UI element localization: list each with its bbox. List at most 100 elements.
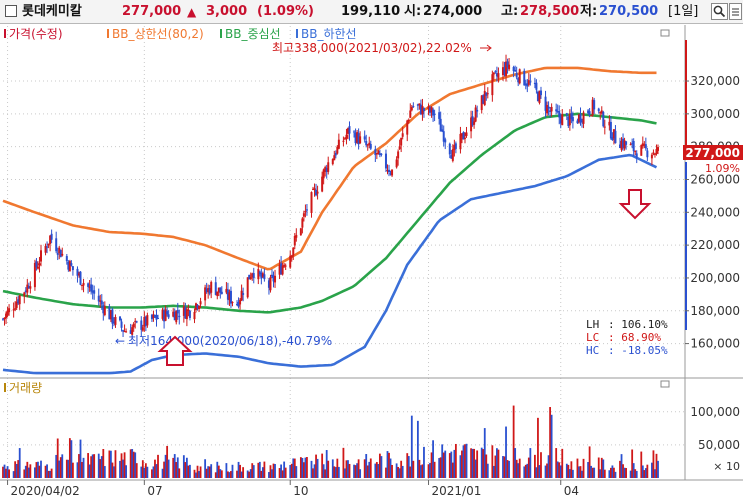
volume-bar: [295, 466, 298, 478]
volume-bar: [292, 458, 295, 478]
candle-body: [587, 110, 590, 113]
volume-bar: [321, 453, 324, 478]
lower-band-line: [2, 153, 658, 375]
candle-body: [59, 249, 62, 258]
volume-bar: [401, 465, 404, 478]
volume-bar: [480, 447, 483, 478]
candle-body: [88, 286, 91, 288]
candle-body: [274, 275, 277, 283]
candle-body: [433, 113, 436, 115]
candle-body: [119, 316, 122, 321]
candle-body: [249, 277, 252, 280]
volume-bar: [620, 454, 623, 478]
volume-bar: [497, 449, 500, 478]
candle-body: [514, 70, 517, 72]
price-pane-button[interactable]: [660, 29, 670, 37]
candle-body: [619, 144, 622, 149]
candle-body: [251, 273, 254, 278]
candle-body: [377, 150, 380, 155]
volume-bar: [603, 469, 606, 478]
candle-body: [365, 141, 368, 146]
select-checkbox[interactable]: [5, 5, 17, 17]
candle-body: [141, 327, 144, 331]
volume-bar: [357, 459, 360, 478]
volume-bar: [570, 461, 573, 478]
candle-body: [591, 99, 594, 116]
volume-bar: [195, 472, 197, 478]
volume-bar: [24, 465, 27, 478]
volume-bar: [427, 464, 430, 478]
period-selector[interactable]: [1일]: [668, 4, 699, 19]
candle-body: [368, 142, 371, 146]
volume-bar: [502, 456, 504, 478]
candle-body: [90, 284, 93, 292]
candle-body: [61, 253, 64, 256]
volume-bar: [268, 472, 270, 478]
candle-body: [501, 67, 504, 76]
high-annotation-arrow-icon: [486, 44, 492, 52]
volume-bar: [622, 464, 624, 478]
candle-body: [482, 95, 485, 104]
candle-body: [582, 112, 585, 124]
volume-bar: [474, 459, 477, 478]
candle-body: [570, 113, 573, 120]
volume-bar: [214, 472, 217, 478]
volume-bar: [230, 471, 232, 478]
volume-bar: [366, 465, 369, 478]
volume-bar: [132, 451, 135, 478]
volume-bar: [166, 445, 169, 478]
x-tick-label: 10: [293, 484, 308, 498]
volume-bar: [579, 466, 582, 478]
volume-bar: [163, 461, 165, 478]
candle-body: [313, 188, 316, 190]
candle-body: [267, 280, 270, 288]
volume-bar: [199, 466, 202, 478]
candle-body: [640, 145, 643, 156]
candle-body: [406, 120, 409, 135]
volume-bar: [600, 457, 603, 478]
candle-body: [216, 291, 219, 296]
candle-body: [625, 141, 628, 145]
candle-body: [82, 282, 85, 286]
search-icon[interactable]: [711, 3, 728, 20]
volume-bar: [347, 460, 349, 478]
volume-bar: [322, 464, 325, 478]
volume-pane-button[interactable]: [660, 380, 670, 388]
volume-tick-label: 100,000: [690, 405, 740, 419]
volume-bar: [90, 456, 93, 478]
volume-bar: [315, 454, 317, 478]
volume-bar: [18, 448, 21, 478]
volume-bar: [451, 462, 454, 478]
candle-body: [210, 282, 213, 293]
volume-bar: [205, 468, 208, 478]
volume-bar: [70, 440, 73, 478]
candle-body: [289, 255, 292, 268]
candle-body: [305, 209, 308, 211]
candle-body: [185, 309, 188, 320]
candle-body: [207, 287, 210, 293]
volume-bar: [354, 465, 357, 478]
volume-bar: [423, 446, 425, 478]
menu-icon[interactable]: [729, 3, 742, 20]
volume-bar: [363, 459, 366, 478]
candle-body: [321, 176, 324, 192]
candle-body: [290, 255, 293, 258]
candle-body: [150, 314, 153, 320]
volume-bar: [438, 458, 441, 478]
volume-bar: [325, 450, 328, 478]
candle-body: [176, 310, 179, 314]
candle-body: [343, 138, 346, 140]
volume-bar: [246, 470, 249, 478]
volume-bar: [558, 462, 561, 478]
volume-bar: [26, 461, 29, 478]
candle-body: [492, 72, 495, 75]
candle-body: [173, 311, 176, 321]
candle-body: [470, 117, 473, 132]
volume-bar: [5, 468, 7, 478]
stat-hc-label: HC: [586, 344, 599, 357]
price-change: 3,000: [206, 4, 248, 19]
low-value: 270,500: [599, 4, 659, 19]
volume-bar: [549, 407, 551, 478]
volume-bar: [172, 457, 175, 478]
